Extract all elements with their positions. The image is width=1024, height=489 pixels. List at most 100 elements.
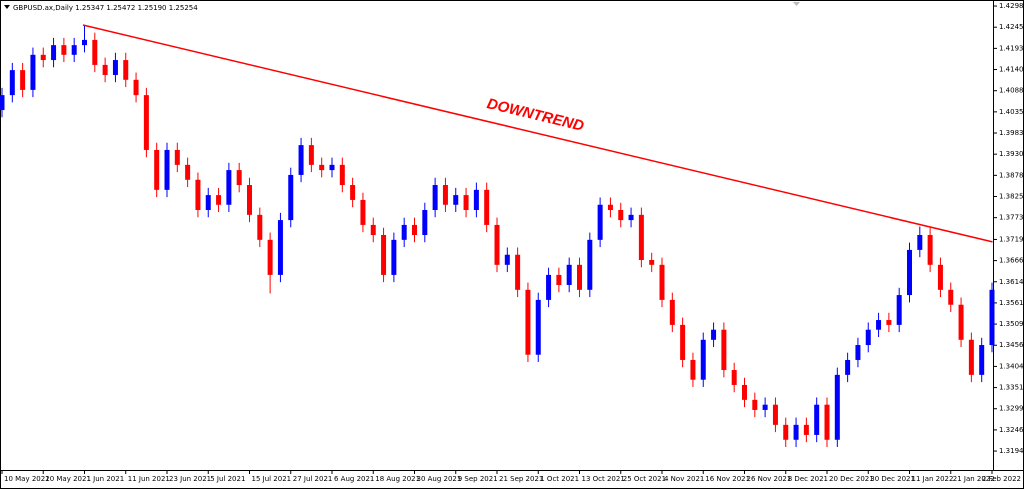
- candle-body: [226, 170, 232, 205]
- x-tick-label: 16 Nov 2021: [705, 475, 750, 483]
- x-tick-label: 4 Nov 2021: [664, 475, 704, 483]
- candle-body: [556, 274, 562, 285]
- y-tick-label: 1.33515: [999, 384, 1024, 392]
- candle-body: [453, 195, 459, 205]
- candle-body: [195, 179, 201, 211]
- candle-body: [267, 239, 273, 275]
- candle-body: [92, 39, 98, 65]
- scroll-marker: [793, 2, 800, 6]
- candle-body: [638, 214, 644, 260]
- candle-body: [40, 54, 46, 61]
- x-tick-label: 30 Dec 2021: [870, 475, 915, 483]
- candle-body: [597, 204, 603, 240]
- candle-body: [690, 359, 696, 380]
- candle-body: [277, 220, 283, 275]
- x-tick-label: 27 Jul 2021: [293, 475, 333, 483]
- candle-body: [339, 164, 345, 186]
- candle-body: [865, 329, 871, 346]
- y-tick-label: 1.40355: [999, 108, 1024, 116]
- y-tick-label: 1.32990: [999, 405, 1024, 413]
- x-tick-label: 18 Aug 2021: [375, 475, 420, 483]
- candle-body: [793, 424, 799, 440]
- candle-body: [845, 359, 851, 375]
- y-tick-label: 1.42455: [999, 23, 1024, 31]
- y-tick-label: 1.36665: [999, 257, 1024, 265]
- candle-body: [288, 174, 294, 221]
- candle-body: [422, 210, 428, 235]
- x-tick-label: 1 Jun 2021: [87, 475, 125, 483]
- symbol-menu-icon[interactable]: [4, 5, 10, 9]
- candle-body: [484, 189, 490, 225]
- candle-body: [82, 39, 87, 46]
- candle-body: [834, 374, 840, 440]
- candle-body: [71, 45, 77, 55]
- candle-body: [0, 95, 5, 111]
- candle-body: [535, 299, 541, 355]
- candle-body: [102, 64, 108, 75]
- candle-body: [896, 295, 902, 325]
- trendline: [82, 24, 993, 243]
- x-tick-label: 11 Jan 2022: [912, 475, 954, 483]
- candle-body: [525, 289, 531, 355]
- y-tick-label: 1.39305: [999, 150, 1024, 158]
- x-tick-label: 20 May 2021: [45, 475, 91, 483]
- candle-body: [587, 239, 593, 290]
- candle-body: [566, 264, 572, 285]
- x-tick-label: 13 Oct 2021: [582, 475, 625, 483]
- y-tick-label: 1.41930: [999, 44, 1024, 52]
- candle-body: [948, 289, 954, 305]
- candle-body: [979, 345, 985, 375]
- x-tick-label: 26 Nov 2021: [747, 475, 792, 483]
- candle-body: [504, 254, 510, 265]
- y-tick-label: 1.35090: [999, 320, 1024, 328]
- candle-body: [391, 239, 397, 275]
- candle-body: [412, 224, 417, 235]
- candle-body: [112, 60, 118, 75]
- candle-body: [247, 185, 252, 215]
- candle-body: [350, 185, 356, 200]
- candle-body: [185, 164, 191, 180]
- candle-body: [700, 339, 706, 380]
- y-tick-label: 1.34040: [999, 362, 1024, 370]
- candle-body: [494, 224, 500, 265]
- x-tick-label: 2 Feb 2022: [982, 475, 1021, 483]
- y-tick-label: 1.32465: [999, 426, 1024, 434]
- candle-body: [989, 289, 995, 346]
- candle-body: [133, 79, 139, 96]
- candle-body: [680, 324, 686, 360]
- candle-body: [742, 384, 747, 400]
- x-tick-label: 25 Oct 2021: [623, 475, 666, 483]
- candle-body: [143, 95, 149, 150]
- candle-body: [401, 224, 407, 240]
- x-tick-label: 10 May 2021: [4, 475, 50, 483]
- y-tick-label: 1.36140: [999, 278, 1024, 286]
- candle-body: [360, 199, 366, 225]
- candle-body: [174, 149, 180, 165]
- candle-body: [20, 70, 26, 90]
- candle-body: [907, 249, 912, 296]
- x-tick-label: 21 Jan 2022: [953, 475, 995, 483]
- candle-body: [216, 195, 222, 205]
- y-tick-label: 1.31940: [999, 447, 1024, 455]
- candle-body: [618, 210, 624, 221]
- candle-body: [381, 235, 387, 275]
- x-tick-label: 23 Jun 2021: [169, 475, 211, 483]
- candle-body: [123, 60, 129, 80]
- candle-body: [164, 149, 170, 190]
- candle-body: [649, 259, 655, 265]
- candle-body: [886, 320, 892, 325]
- candle-body: [659, 264, 665, 300]
- y-tick-label: 1.41405: [999, 66, 1024, 74]
- candle-body: [442, 185, 448, 205]
- x-tick-label: 6 Aug 2021: [334, 475, 374, 483]
- candle-body: [958, 304, 964, 340]
- candle-body: [30, 54, 36, 90]
- candle-body: [669, 299, 675, 325]
- y-tick-label: 1.42980: [999, 2, 1024, 10]
- x-tick-label: 9 Sep 2021: [458, 475, 498, 483]
- candle-body: [329, 164, 335, 171]
- candle-body: [61, 45, 67, 55]
- y-tick-label: 1.38780: [999, 171, 1024, 179]
